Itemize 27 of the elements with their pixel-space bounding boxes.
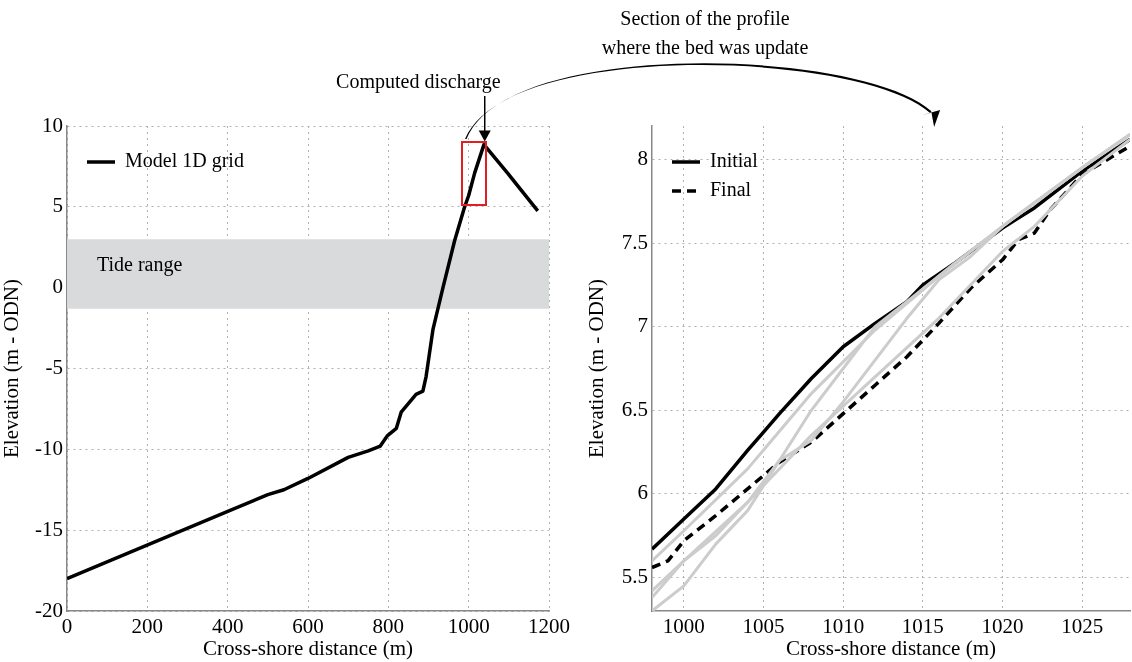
legend-label: Model 1D grid <box>125 149 244 173</box>
annotation: Computed discharge <box>336 70 501 94</box>
x-tick-label: 1025 <box>1061 614 1104 639</box>
y-tick-label: 6.5 <box>621 396 648 421</box>
y-tick-label: 10 <box>42 112 63 137</box>
legend-label: Initial <box>710 149 759 172</box>
y-tick-label: 7 <box>637 313 648 338</box>
y-axis-title: Elevation (m - ODN) <box>584 278 609 459</box>
y-tick-label: -15 <box>35 516 63 541</box>
y-tick-label: -10 <box>35 435 63 460</box>
y-tick-label: 5.5 <box>621 564 648 589</box>
x-tick-label: 1000 <box>662 614 705 639</box>
x-tick-label: 1200 <box>528 614 570 639</box>
legend-label: Final <box>710 178 752 201</box>
y-tick-label: 0 <box>52 274 63 299</box>
text: Section of the profile where the bed was update <box>600 6 810 61</box>
x-tick-label: 200 <box>131 614 164 639</box>
x-tick-label: 1005 <box>742 614 785 639</box>
y-tick-label: 5 <box>52 193 63 218</box>
band-label: Tide range <box>97 253 183 277</box>
y-tick-label: -20 <box>35 597 63 622</box>
y-tick-label: -5 <box>45 355 63 380</box>
y-tick-label: 6 <box>637 480 648 505</box>
x-tick-label: 1000 <box>447 614 490 639</box>
y-tick-label: 7.5 <box>621 229 648 254</box>
y-tick-label: 8 <box>637 145 648 170</box>
y-axis-title: Elevation (m - ODN) <box>0 278 24 459</box>
